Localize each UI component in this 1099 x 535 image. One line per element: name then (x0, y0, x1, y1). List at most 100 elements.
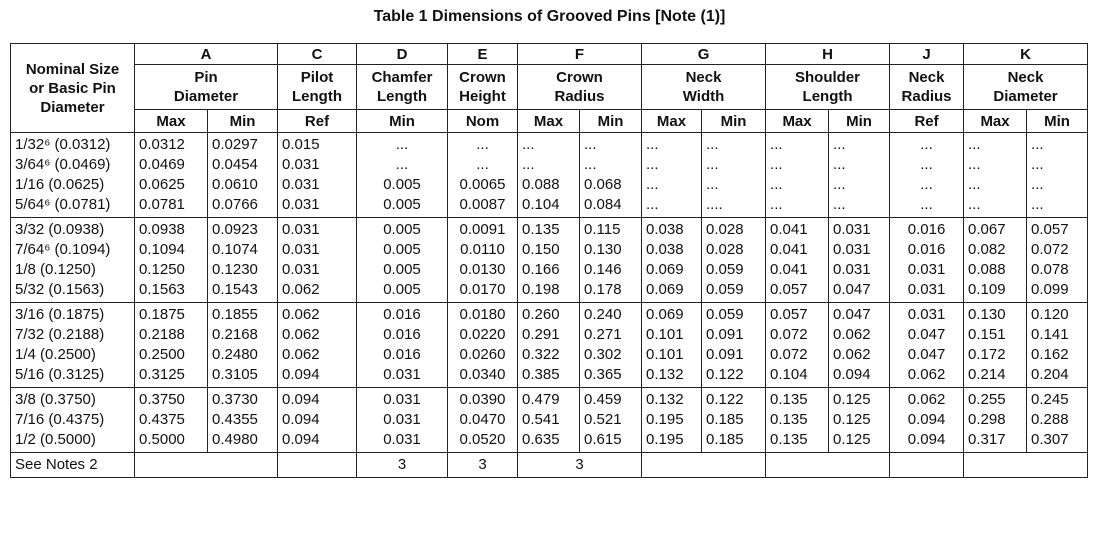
cell-j-ref: 0.016 0.016 0.031 0.031 (889, 217, 965, 303)
cell-value: 0.166 (522, 261, 560, 278)
cell-value: 0.125 (833, 391, 871, 408)
cell-value: ... (770, 156, 783, 173)
cell-g-min: 0.028 0.028 0.059 0.059 (701, 217, 767, 303)
cell-value: 0.115 (584, 221, 621, 238)
cell-value: 0.094 (833, 366, 871, 383)
cell-value: 0.072 (770, 346, 808, 363)
col-name-neck-diameter: Neck Diameter (963, 64, 1089, 110)
cell-j-ref: 0.062 0.094 0.094 (889, 387, 965, 453)
cell-value: 0.0470 (459, 411, 506, 428)
cell-value: 0.5000 (139, 431, 185, 448)
cell-value: 0.185 (706, 411, 744, 428)
cell-value: ... (920, 176, 933, 193)
cell-value: ... (833, 136, 846, 153)
cell-value: 0.031 (282, 156, 320, 173)
cell-value: 0.059 (706, 306, 744, 323)
cell-value: ... (706, 156, 719, 173)
cell-value: ... (646, 196, 659, 213)
cell-h-max: ............ (765, 132, 830, 218)
cell-a-max: 0.1875 0.2188 0.2500 0.3125 (134, 302, 208, 388)
notes-cell-h (765, 452, 891, 478)
col-name-pin-diameter: Pin Diameter (134, 64, 278, 110)
cell-g-max: 0.069 0.101 0.101 0.132 (641, 302, 703, 388)
cell-value: 0.031 (282, 196, 320, 213)
cell-value: 0.1074 (212, 241, 258, 258)
sub-header: Max (134, 109, 208, 133)
cell-value: 0.615 (584, 431, 622, 448)
cell-value: 0.057 (1031, 221, 1069, 238)
cell-value: 0.291 (522, 326, 560, 343)
cell-value: 0.068 (584, 176, 622, 193)
cell-value: 0.094 (282, 431, 320, 448)
col-letter-j: J (889, 43, 965, 65)
cell-nominal-size: 1/32⁶ (0.0312) 3/64⁶ (0.0469) 1/16 (0.0625… (10, 132, 135, 218)
cell-value: 0.0180 (459, 306, 506, 323)
col-letter-g: G (641, 43, 767, 65)
sub-header: Max (517, 109, 580, 133)
cell-value: 0.1094 (139, 241, 185, 258)
cell-value: 0.031 (282, 221, 320, 238)
cell-value: ... (646, 176, 659, 193)
cell-value: 0.047 (907, 346, 946, 363)
cell-value: ... (770, 136, 783, 153)
cell-value: 0.031 (833, 241, 871, 258)
cell-value: 0.178 (584, 281, 622, 298)
cell-value: 0.459 (584, 391, 622, 408)
cell-value: 0.005 (383, 196, 421, 213)
cell-value: 0.0390 (459, 391, 506, 408)
cell-value: 0.0260 (459, 346, 506, 363)
cell-value: 0.067 (968, 221, 1006, 238)
cell-value: ... (833, 156, 846, 173)
cell-value: 0.521 (584, 411, 622, 428)
col-letter-k: K (963, 43, 1089, 65)
cell-value: 0.031 (833, 221, 871, 238)
cell-value: 0.057 (770, 306, 808, 323)
cell-value: 0.0297 (212, 136, 258, 153)
cell-value: 7/64⁶ (0.1094) (15, 241, 111, 258)
cell-value: 0.101 (646, 346, 684, 363)
notes-cell-a (134, 452, 278, 478)
cell-value: 0.635 (522, 431, 560, 448)
cell-value: 0.005 (383, 221, 421, 238)
cell-g-min: 0.122 0.185 0.185 (701, 387, 767, 453)
cell-a-max: 0.0312 0.0469 0.0625 0.0781 (134, 132, 208, 218)
cell-value: 0.3730 (212, 391, 258, 408)
cell-value: 0.078 (1031, 261, 1069, 278)
cell-k-min: ............ (1026, 132, 1089, 218)
cell-f-min: 0.459 0.521 0.615 (578, 387, 643, 453)
cell-value: 0.031 (907, 306, 946, 323)
cell-value: 1/2 (0.5000) (15, 431, 96, 448)
table-title: Table 1 Dimensions of Grooved Pins [Note… (373, 8, 726, 25)
cell-value: ... (646, 156, 659, 173)
cell-value: 0.088 (522, 176, 560, 193)
notes-cell-d: 3 (356, 452, 448, 478)
cell-value: 0.479 (522, 391, 560, 408)
cell-g-max: 0.132 0.195 0.195 (641, 387, 703, 453)
cell-value: 0.062 (282, 281, 320, 298)
cell-value: 0.047 (907, 326, 946, 343)
cell-g-min: 0.059 0.091 0.091 0.122 (701, 302, 767, 388)
cell-value: ... (770, 196, 783, 213)
cell-value: 0.4355 (212, 411, 258, 428)
cell-value: 0.031 (907, 281, 946, 298)
cell-value: 0.0340 (459, 366, 506, 383)
col-letter-e: E (447, 43, 518, 65)
cell-value: ... (968, 196, 981, 213)
cell-h-min: 0.125 0.125 0.125 (828, 387, 891, 453)
cell-value: 0.141 (1031, 326, 1069, 343)
cell-value: 0.0312 (139, 136, 185, 153)
cell-value: 0.0520 (459, 431, 506, 448)
cell-value: 7/32 (0.2188) (15, 326, 105, 343)
cell-value: 0.041 (770, 221, 808, 238)
cell-g-max: 0.038 0.038 0.069 0.069 (641, 217, 703, 303)
sub-header: Max (963, 109, 1028, 133)
table-row-group: 1/32⁶ (0.0312) 3/64⁶ (0.0469) 1/16 (0.0625… (10, 132, 1089, 218)
cell-value: 0.062 (282, 326, 320, 343)
cell-d-min: 0.031 0.031 0.031 (356, 387, 448, 453)
cell-value: 0.031 (282, 261, 320, 278)
cell-f-max: 0.479 0.541 0.635 (517, 387, 580, 453)
cell-value: 0.1543 (212, 281, 258, 298)
cell-k-max: ............ (963, 132, 1028, 218)
cell-value: 1/32⁶ (0.0312) (15, 136, 111, 153)
col-letter-h: H (765, 43, 891, 65)
